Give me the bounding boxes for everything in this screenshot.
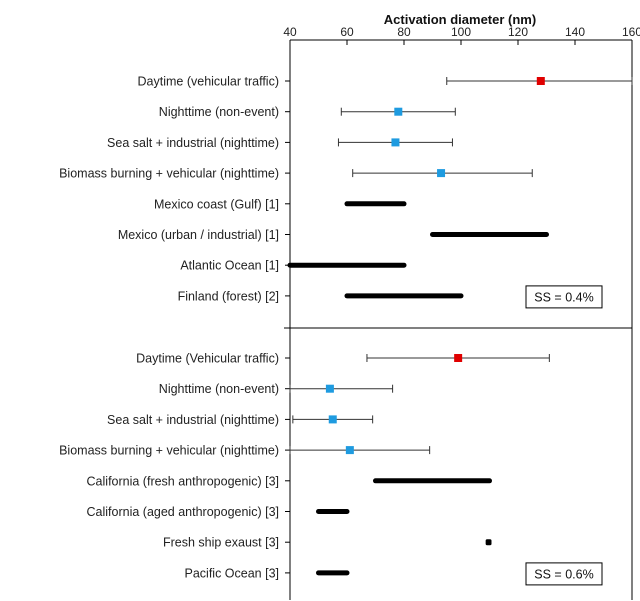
row-label: Biomass burning + vehicular (nighttime) <box>59 444 279 458</box>
row-label: Sea salt + industrial (nighttime) <box>107 136 279 150</box>
x-tick-label: 60 <box>340 25 354 39</box>
range-bar <box>485 539 492 546</box>
ss-annotation-label: SS = 0.4% <box>534 290 593 304</box>
ss-annotation-label: SS = 0.6% <box>534 567 593 581</box>
data-point-marker <box>391 138 400 147</box>
row-label: Daytime (vehicular traffic) <box>138 75 279 89</box>
data-point-marker <box>454 354 463 362</box>
row-label: California (aged anthropogenic) [3] <box>87 505 279 519</box>
x-tick-label: 160 <box>622 25 640 39</box>
data-point-marker <box>328 415 337 424</box>
row-label: Biomass burning + vehicular (nighttime) <box>59 167 279 181</box>
x-tick-label: 80 <box>397 25 411 39</box>
row-label: Atlantic Ocean [1] <box>180 259 279 273</box>
row-label: Finland (forest) [2] <box>178 289 279 303</box>
row-label: Sea salt + industrial (nighttime) <box>107 413 279 427</box>
row-label: Fresh ship exaust [3] <box>163 536 279 550</box>
row-label: California (fresh anthropogenic) [3] <box>87 474 279 488</box>
row-label: Pacific Ocean [3] <box>185 566 280 580</box>
data-point-marker <box>394 107 403 116</box>
axis-layer: 40 60 80 100 120 140 160 <box>283 25 640 600</box>
x-tick-label: 100 <box>451 25 471 39</box>
data-point-marker <box>325 384 334 393</box>
x-tick-label: 40 <box>283 25 297 39</box>
row-label: Daytime (Vehicular traffic) <box>136 352 279 366</box>
ss-annotation-box <box>525 562 603 586</box>
x-axis-title: Activation diameter (nm) <box>384 12 536 27</box>
data-point-marker <box>437 169 446 178</box>
x-tick-label: 120 <box>508 25 528 39</box>
row-label: Nighttime (non-event) <box>159 105 279 119</box>
row-label: Nighttime (non-event) <box>159 382 279 396</box>
data-point-marker <box>536 77 545 85</box>
data-point-marker <box>345 446 354 455</box>
ss-annotation-box <box>525 285 603 309</box>
row-label: Mexico coast (Gulf) [1] <box>154 197 279 211</box>
row-label: Mexico (urban / industrial) [1] <box>118 228 279 242</box>
row-layer: Daytime (vehicular traffic) Nighttime (no… <box>59 75 633 586</box>
x-tick-label: 140 <box>565 25 585 39</box>
